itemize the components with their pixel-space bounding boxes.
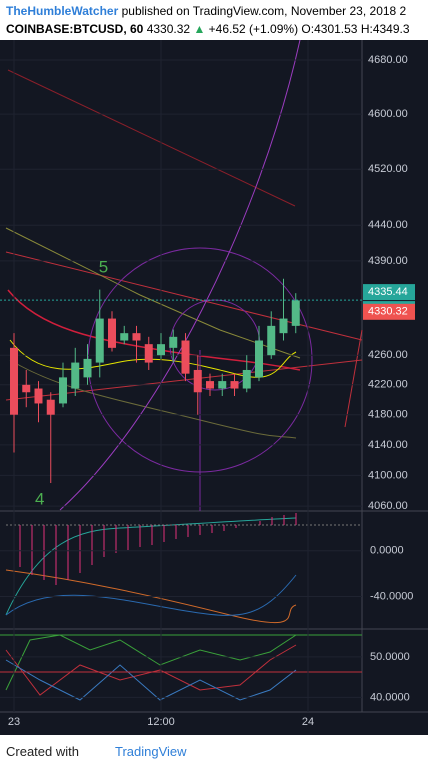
high: H:4349.3 bbox=[360, 22, 410, 36]
price-label: 4335.44 bbox=[368, 286, 408, 298]
ema-line bbox=[9, 339, 297, 378]
trend-line bbox=[344, 329, 363, 428]
price-label-box bbox=[363, 303, 415, 320]
ma-line bbox=[7, 69, 296, 207]
x-tick-label: 24 bbox=[302, 716, 314, 728]
candle-body bbox=[83, 358, 92, 378]
candle-body bbox=[291, 300, 300, 326]
y-tick-label: 4390.00 bbox=[368, 255, 408, 267]
y-tick-label: 0.0000 bbox=[370, 545, 404, 557]
candle-body bbox=[71, 362, 80, 389]
footer: Created with TradingView bbox=[6, 744, 187, 759]
y-tick-label: -40.0000 bbox=[370, 590, 413, 602]
y-tick-label: 4260.00 bbox=[368, 349, 408, 361]
fib-arc bbox=[59, 40, 301, 511]
wave-label: 4 bbox=[35, 489, 44, 508]
y-tick-label: 4180.00 bbox=[368, 409, 408, 421]
candle-body bbox=[242, 369, 251, 389]
y-tick-label: 4600.00 bbox=[368, 108, 408, 120]
candle-body bbox=[279, 318, 288, 334]
price-label: 4330.32 bbox=[368, 306, 408, 318]
y-tick-label: 4140.00 bbox=[368, 439, 408, 451]
candle-body bbox=[193, 369, 202, 393]
author: TheHumbleWatcher bbox=[6, 4, 119, 18]
candle-body bbox=[267, 325, 276, 356]
candle-body bbox=[108, 318, 116, 348]
y-tick-label: 4220.00 bbox=[368, 379, 408, 391]
macd-line bbox=[5, 517, 297, 616]
wave-label: 5 bbox=[99, 257, 108, 276]
candle-body bbox=[181, 340, 190, 374]
candle-body bbox=[218, 381, 227, 389]
chart: 4680.00 4600.00 4520.00 4440.00 4390.00 4260.… bbox=[0, 40, 428, 735]
candle-body bbox=[95, 318, 104, 363]
symbol: COINBASE:BTCUSD, 60 bbox=[6, 22, 144, 36]
candle-body bbox=[144, 344, 153, 363]
change: +46.52 (+1.09%) bbox=[208, 22, 299, 36]
candle-body bbox=[46, 399, 55, 415]
histogram bbox=[19, 513, 297, 585]
candle-body bbox=[230, 381, 239, 389]
y-tick-label: 40.0000 bbox=[370, 691, 410, 703]
brand: TradingView bbox=[114, 744, 187, 759]
trend-line bbox=[5, 251, 363, 341]
ma-line bbox=[9, 359, 297, 439]
y-tick-label: 4440.00 bbox=[368, 219, 408, 231]
created: Created with bbox=[6, 744, 79, 759]
published: published on TradingView.com, November 2… bbox=[121, 4, 407, 18]
y-tick-label: 4060.00 bbox=[368, 500, 408, 512]
y-tick-label: 4680.00 bbox=[368, 54, 408, 66]
y-tick-label: 4100.00 bbox=[368, 469, 408, 481]
osc-line bbox=[5, 644, 297, 696]
osc-line bbox=[5, 634, 297, 691]
y-tick-label: 50.0000 bbox=[370, 651, 410, 663]
candle-body bbox=[10, 347, 18, 415]
y-tick-label: 4520.00 bbox=[368, 163, 408, 175]
candle-body bbox=[157, 344, 165, 356]
candle-body bbox=[34, 388, 43, 404]
x-tick-label: 12:00 bbox=[147, 716, 175, 728]
signal-line bbox=[5, 569, 297, 624]
candle-body bbox=[120, 333, 129, 341]
last: 4330.32 bbox=[146, 22, 191, 36]
candle-body bbox=[22, 384, 31, 393]
price-label-box bbox=[363, 284, 415, 301]
candle-body bbox=[59, 377, 67, 404]
osc-line bbox=[5, 659, 297, 701]
x-tick-label: 23 bbox=[8, 716, 20, 728]
candle-body bbox=[206, 381, 214, 389]
candle-body bbox=[132, 333, 141, 341]
open: O:4301.53 bbox=[301, 22, 358, 36]
histogram-bars bbox=[259, 513, 297, 525]
histogram-bars bbox=[19, 525, 237, 585]
header: TheHumbleWatcher published on TradingVie… bbox=[0, 0, 428, 40]
candle-body bbox=[255, 340, 263, 378]
candle-body bbox=[169, 336, 178, 348]
